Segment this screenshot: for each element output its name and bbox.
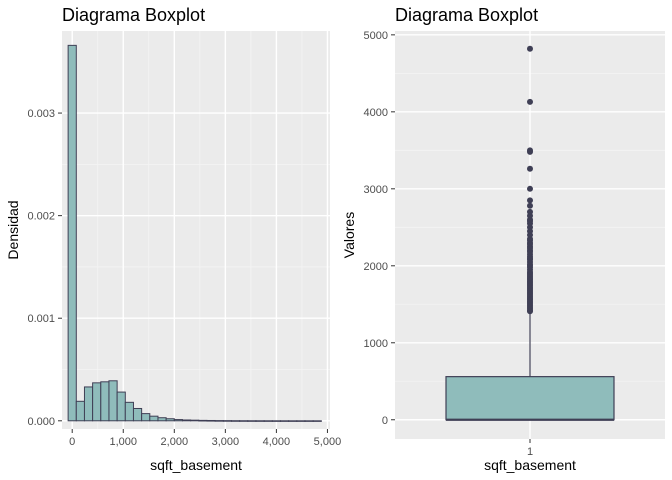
histogram-x-label: sqft_basement — [150, 457, 242, 473]
histogram-y-label: Densidad — [5, 200, 21, 259]
histogram-y-tick-label: 0.003 — [27, 108, 55, 120]
boxplot-y-axis: 0 1000 2000 3000 4000 5000 — [364, 30, 395, 427]
histogram-x-axis: 0 1,000 2,000 3,000 4,000 5,000 — [69, 429, 341, 448]
boxplot-outlier-point — [527, 197, 533, 204]
boxplot-title: Diagrama Boxplot — [395, 5, 538, 25]
histogram-x-tick-label: 2,000 — [161, 436, 189, 448]
boxplot-y-tick-label: 0 — [382, 415, 388, 427]
histogram-x-tick-label: 0 — [69, 436, 75, 448]
histogram-bar — [312, 420, 322, 422]
boxplot-x-axis: 1 — [527, 439, 533, 458]
histogram-y-axis: 0.000 0.001 0.002 0.003 — [27, 108, 62, 428]
boxplot-x-tick-label: 1 — [527, 446, 533, 458]
boxplot-y-label: Valores — [341, 212, 357, 258]
boxplot-outlier-point — [527, 45, 533, 52]
boxplot-outlier-point — [527, 208, 533, 215]
histogram-x-tick-label: 1,000 — [109, 436, 137, 448]
boxplot-y-tick-label: 1000 — [364, 338, 388, 350]
histogram-x-tick-label: 4,000 — [263, 436, 291, 448]
boxplot-y-tick-label: 5000 — [364, 30, 388, 42]
boxplot-marks — [445, 45, 615, 421]
boxplot-outlier-point — [527, 165, 533, 172]
boxplot-outlier-point — [527, 185, 533, 192]
histogram-y-tick-label: 0.002 — [27, 211, 55, 223]
histogram-y-tick-label: 0.000 — [27, 416, 55, 428]
boxplot-y-tick-label: 4000 — [364, 107, 388, 119]
boxplot-y-tick-label: 3000 — [364, 184, 388, 196]
histogram-x-tick-label: 3,000 — [212, 436, 240, 448]
histogram-bar — [67, 44, 77, 422]
histogram-panel — [62, 31, 330, 429]
boxplot-y-tick-label: 2000 — [364, 261, 388, 273]
boxplot-x-label: sqft_basement — [484, 457, 576, 473]
boxplot-outlier-point — [527, 147, 533, 154]
boxplot-box — [445, 376, 615, 421]
histogram-y-tick-label: 0.001 — [27, 313, 55, 325]
histogram-x-tick-label: 5,000 — [314, 436, 342, 448]
boxplot-outlier-point — [527, 202, 533, 209]
histogram-bars — [67, 44, 322, 422]
boxplot-outlier-point — [527, 98, 533, 105]
histogram-title: Diagrama Boxplot — [62, 5, 205, 25]
